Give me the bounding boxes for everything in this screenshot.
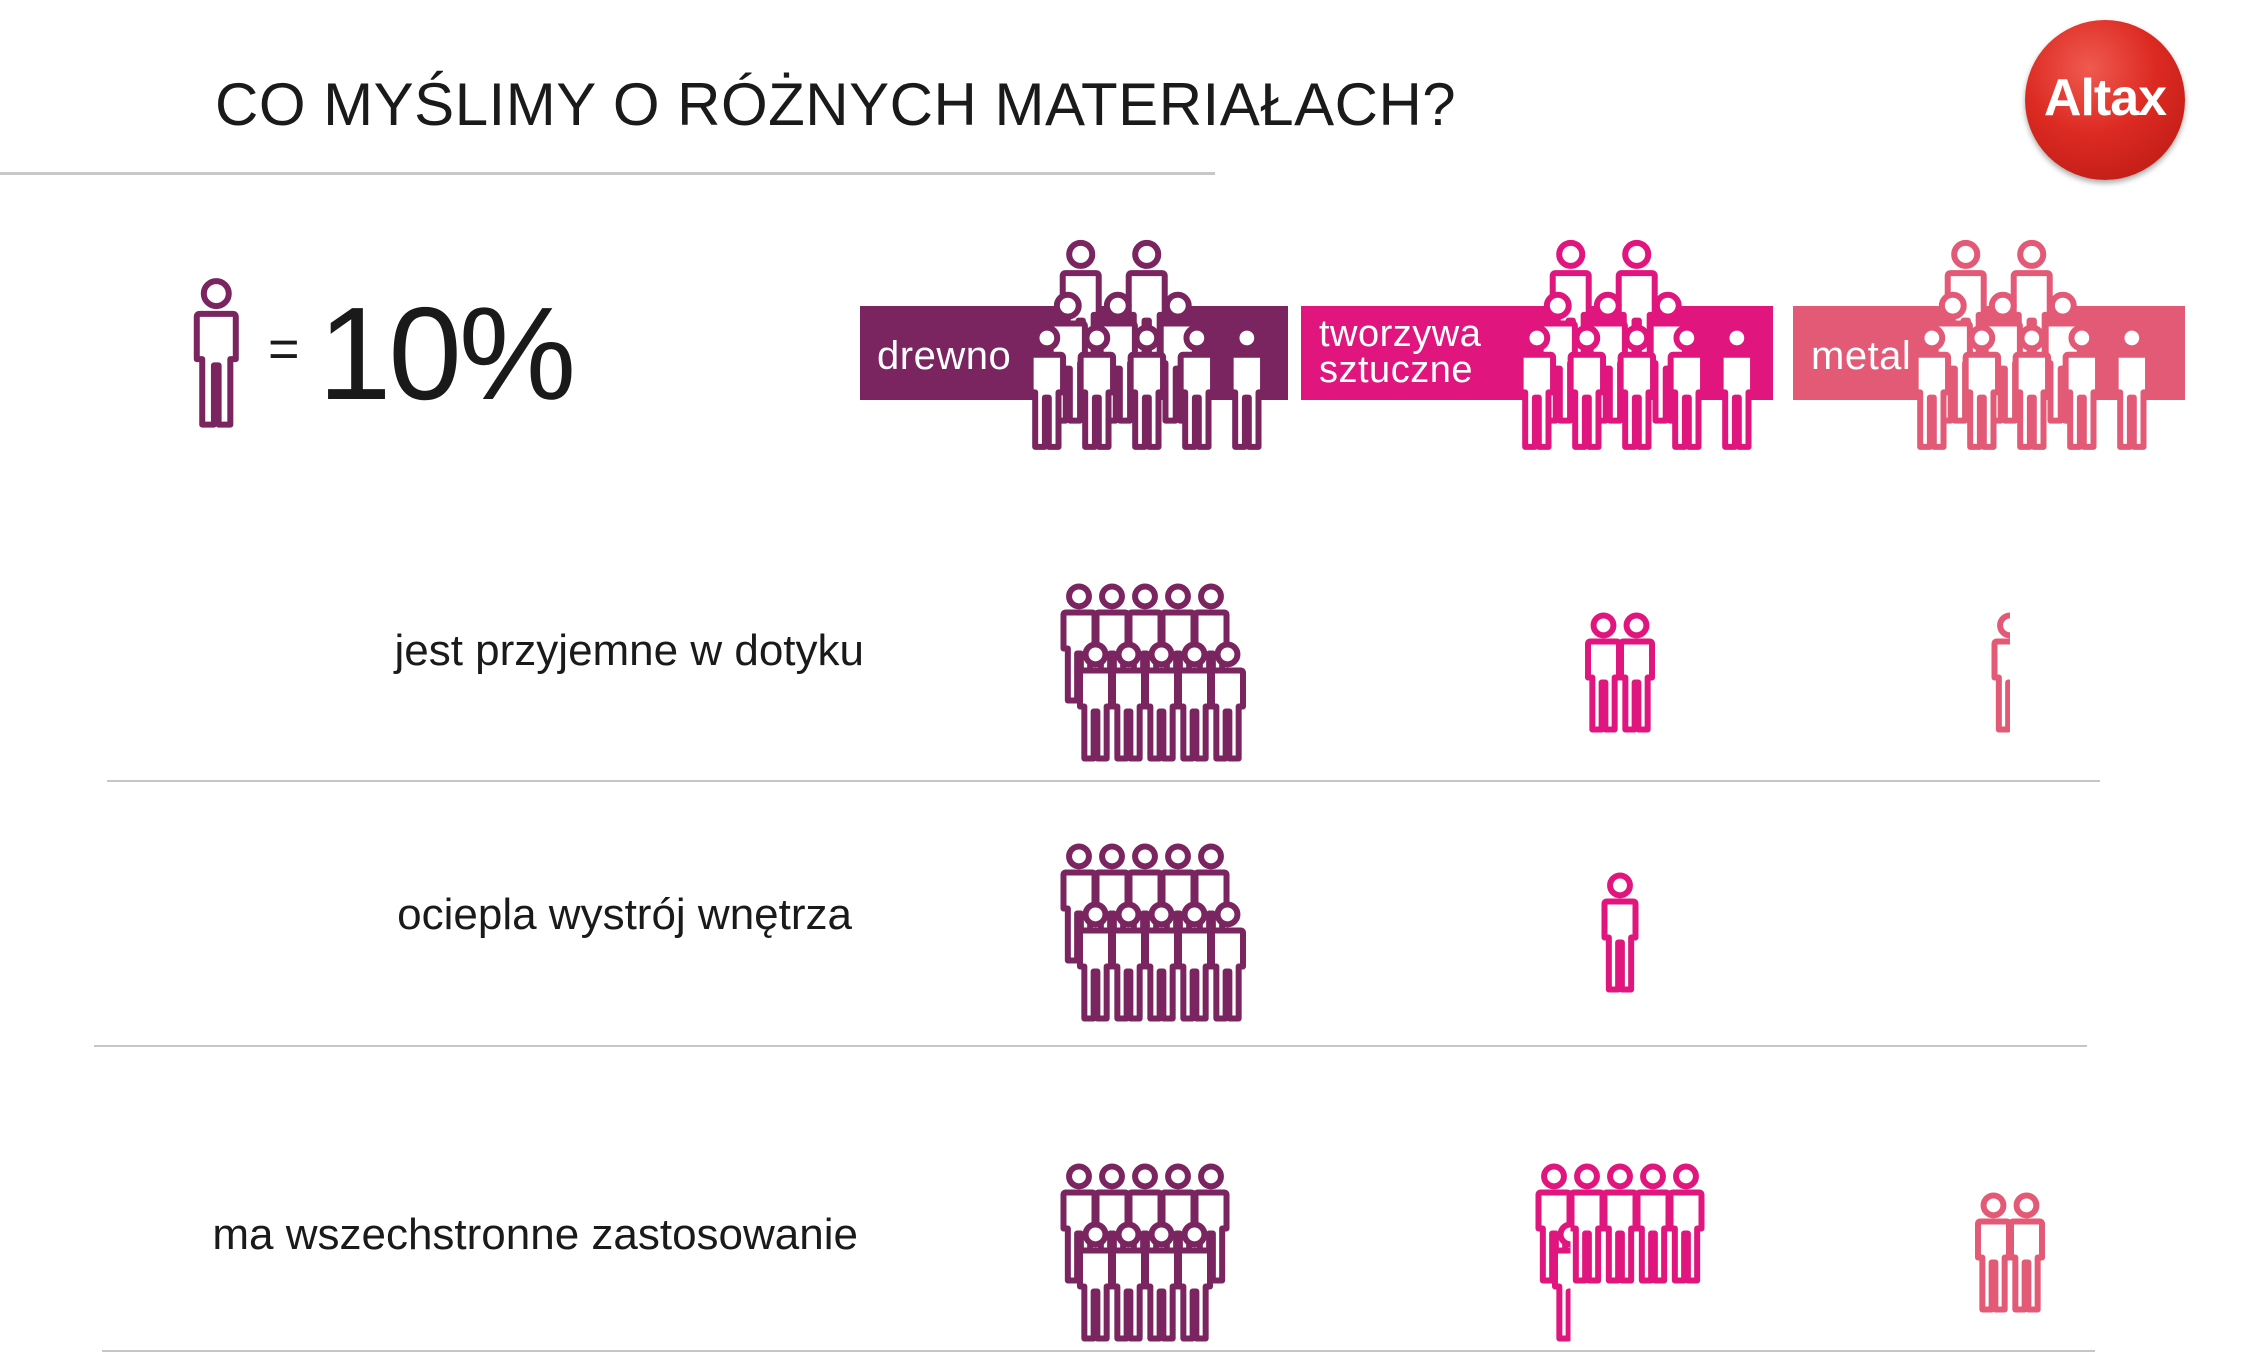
person-icon bbox=[1975, 1192, 2013, 1313]
person-icon bbox=[1077, 901, 1115, 1022]
person-icon bbox=[1143, 901, 1181, 1022]
header-person-icon bbox=[1962, 324, 2002, 450]
person-icon bbox=[1585, 612, 1623, 733]
pictogram-cluster-r2-c0 bbox=[1060, 1163, 1230, 1342]
header-person-icon bbox=[2012, 324, 2052, 450]
person-icon bbox=[1209, 641, 1247, 762]
header-person-icon bbox=[1617, 324, 1657, 450]
category-label-drewno: drewno bbox=[877, 334, 1012, 378]
person-icon bbox=[1634, 1163, 1672, 1284]
person-icon bbox=[1110, 1221, 1148, 1342]
logo-text: Altax bbox=[2043, 69, 2167, 127]
person-icon bbox=[1077, 1221, 1115, 1342]
partial-person-icon bbox=[1552, 1221, 1571, 1342]
person-icon bbox=[1552, 1221, 1571, 1342]
person-icon bbox=[1143, 1221, 1181, 1342]
person-icon bbox=[1110, 641, 1148, 762]
row-divider-2 bbox=[102, 1350, 2095, 1352]
header-crowd-2 bbox=[1912, 239, 2152, 450]
legend-equals: = bbox=[268, 319, 300, 379]
person-icon bbox=[1991, 612, 2011, 733]
header-person-icon bbox=[1127, 324, 1167, 450]
person-icon bbox=[2008, 1192, 2046, 1313]
header-person-icon bbox=[1177, 324, 1217, 450]
header-person-icon bbox=[1027, 324, 1067, 450]
header-person-icon bbox=[1912, 324, 1952, 450]
header-person-icon bbox=[1077, 324, 1117, 450]
pictogram-cluster-r0-c2 bbox=[1991, 612, 2011, 733]
pictogram-cluster-r1-c0 bbox=[1060, 843, 1247, 1022]
category-label-tworzywa: tworzywa sztuczne bbox=[1319, 313, 1482, 391]
person-icon bbox=[1601, 872, 1639, 993]
partial-person-icon bbox=[1991, 612, 2011, 733]
person-icon bbox=[1667, 1163, 1705, 1284]
person-icon bbox=[1568, 1163, 1606, 1284]
header-crowd-1 bbox=[1517, 239, 1757, 450]
header-person-icon bbox=[1567, 324, 1607, 450]
header-crowd-0 bbox=[1027, 239, 1267, 450]
row-divider-0 bbox=[107, 780, 2100, 782]
person-icon bbox=[1601, 1163, 1639, 1284]
header-person-icon bbox=[1517, 324, 1557, 450]
header-person-icon bbox=[1717, 324, 1757, 450]
pictogram-cluster-r1-c1 bbox=[1601, 872, 1639, 993]
person-icon bbox=[1143, 641, 1181, 762]
altax-logo: Altax bbox=[2025, 20, 2185, 180]
header-person-icon bbox=[2062, 324, 2102, 450]
legend-value: 10% bbox=[318, 280, 576, 427]
pictogram-cluster-r2-c1 bbox=[1535, 1163, 1705, 1342]
header-person-icon bbox=[1667, 324, 1707, 450]
legend-person-icon bbox=[193, 278, 239, 428]
row-label-1: ociepla wystrój wnętrza bbox=[397, 890, 852, 939]
person-icon bbox=[1209, 901, 1247, 1022]
page-title: CO MYŚLIMY O RÓŻNYCH MATERIAŁACH? bbox=[215, 71, 1457, 138]
person-icon bbox=[1618, 612, 1656, 733]
title-divider bbox=[0, 172, 1215, 175]
row-label-0: jest przyjemne w dotyku bbox=[394, 626, 864, 675]
category-label-metal: metal bbox=[1811, 334, 1912, 378]
person-icon bbox=[1077, 641, 1115, 762]
row-divider-1 bbox=[94, 1045, 2087, 1047]
row-label-2: ma wszechstronne zastosowanie bbox=[212, 1210, 858, 1259]
person-icon bbox=[1110, 901, 1148, 1022]
header-person-icon bbox=[1227, 324, 1267, 450]
header-person-icon bbox=[1587, 291, 1628, 424]
pictogram-cluster-r0-c0 bbox=[1060, 583, 1247, 762]
person-icon bbox=[1176, 901, 1214, 1022]
pictogram-cluster-r0-c1 bbox=[1585, 612, 1656, 733]
pictogram-cluster-r2-c2 bbox=[1975, 1192, 2046, 1313]
person-icon bbox=[1176, 1221, 1214, 1342]
header-person-icon bbox=[2112, 324, 2152, 450]
person-icon bbox=[1176, 641, 1214, 762]
